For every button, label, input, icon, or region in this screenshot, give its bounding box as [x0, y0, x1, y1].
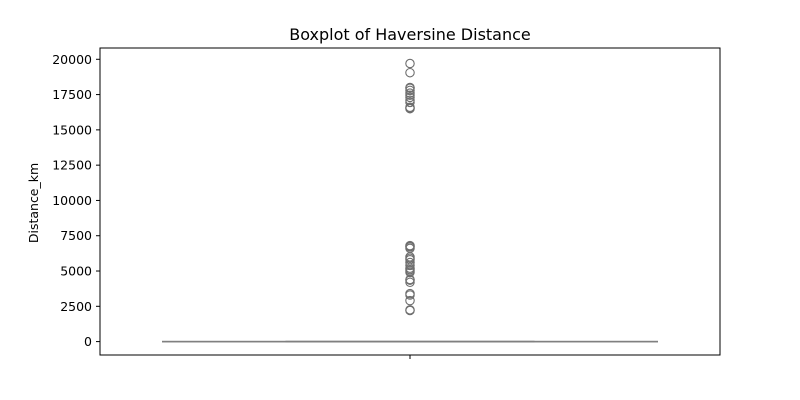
y-tick-label-10000: 10000: [52, 193, 92, 208]
outlier-point-2: [405, 295, 415, 306]
outliers: [405, 58, 415, 316]
outlier-point-32: [405, 67, 415, 78]
y-tick-label-15000: 15000: [52, 122, 92, 137]
y-tick-label-5000: 5000: [60, 264, 92, 279]
y-axis: 0 2500 5000 7500 10000 12500 15000 17500 20000: [52, 52, 100, 349]
chart-title: Boxplot of Haversine Distance: [289, 25, 531, 44]
y-tick-label-0: 0: [84, 334, 92, 349]
outlier-point-31: [405, 82, 415, 93]
outlier-point-1: [405, 305, 415, 315]
outlier-point-23: [405, 102, 415, 113]
y-tick-label-12500: 12500: [52, 158, 92, 173]
outlier-point-13: [405, 257, 415, 268]
outlier-point-20: [405, 240, 415, 251]
y-tick-label-17500: 17500: [52, 87, 92, 102]
y-tick-label-2500: 2500: [60, 299, 92, 314]
outlier-point-4: [405, 288, 415, 299]
outlier-point-33: [405, 58, 415, 69]
outlier-point-25: [405, 95, 415, 105]
y-axis-label: Distance_km: [26, 163, 41, 243]
outlier-point-28: [405, 88, 415, 98]
y-tick-label-20000: 20000: [52, 52, 92, 67]
y-tick-label-7500: 7500: [60, 228, 92, 243]
